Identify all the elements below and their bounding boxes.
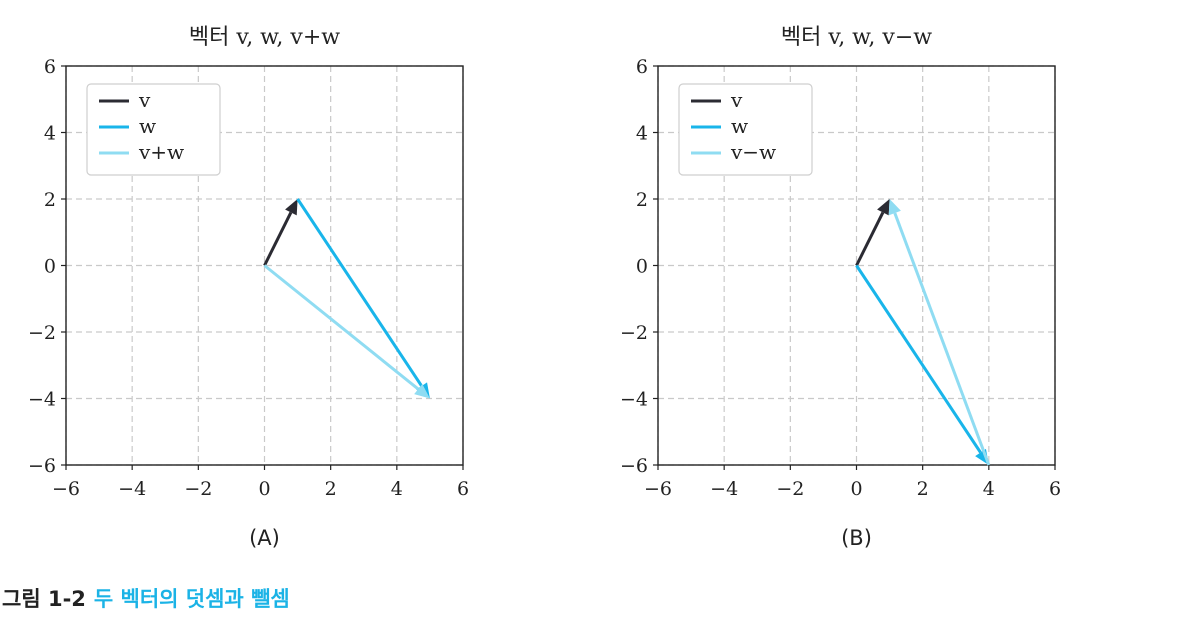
vector-shaft: [855, 211, 885, 267]
vector-arrowhead: [285, 199, 298, 216]
y-tick-label: 6: [636, 56, 648, 78]
caption-text: 두 벡터의 덧셈과 뺄셈: [93, 587, 290, 611]
vector-shaft: [263, 211, 293, 267]
vector-shaft: [263, 264, 420, 391]
x-tick-label: −2: [184, 478, 212, 500]
chart-title: 벡터 v, w, v+w: [189, 25, 340, 50]
vector-v: [855, 199, 890, 267]
x-tick-label: 4: [983, 478, 995, 500]
y-tick-label: 0: [636, 256, 648, 278]
y-tick-label: 2: [636, 189, 648, 211]
vector-vw-result: [888, 199, 991, 466]
y-tick-label: 4: [44, 123, 56, 145]
legend-label: v+w: [138, 140, 184, 164]
x-tick-label: −6: [52, 478, 80, 500]
vector-arrowhead: [888, 199, 901, 216]
y-tick-label: −2: [28, 322, 56, 344]
x-tick-label: −4: [710, 478, 738, 500]
vector-shaft: [855, 264, 982, 454]
x-tick-label: 6: [457, 478, 469, 500]
x-tick-label: 2: [917, 478, 929, 500]
vector-vw-result: [263, 264, 430, 399]
y-tick-label: −6: [28, 455, 56, 477]
y-tick-label: −2: [620, 322, 648, 344]
y-tick-label: 6: [44, 56, 56, 78]
chart-title: 벡터 v, w, v−w: [781, 25, 932, 50]
vector-w: [855, 264, 989, 465]
chart-panel-a: −6 −4 −2 0 2 4 6 −6 −4 −2 0 2 4 6 벡터 v, w, v+w (A) vwv+w: [28, 25, 469, 550]
vector-shaft: [296, 198, 423, 387]
y-tick-label: 0: [44, 256, 56, 278]
legend: vwv−w: [678, 83, 813, 176]
x-tick-label: 2: [325, 478, 337, 500]
x-tick-label: 4: [391, 478, 403, 500]
vector-arrowhead: [414, 384, 430, 399]
legend-label: v: [138, 88, 151, 112]
x-tick-label: 0: [258, 478, 270, 500]
legend-label: v−w: [730, 140, 776, 164]
panel-label: (B): [841, 526, 872, 550]
vector-w: [296, 198, 430, 399]
panel-label: (A): [249, 526, 280, 550]
x-tick-label: −4: [118, 478, 146, 500]
y-tick-label: 2: [44, 189, 56, 211]
y-tick-label: −4: [28, 389, 56, 411]
figure-caption: 그림 1-2 두 벡터의 덧셈과 뺄셈: [2, 583, 290, 613]
x-tick-label: 6: [1049, 478, 1061, 500]
legend: vwv+w: [86, 83, 221, 176]
vector-arrowhead: [877, 199, 890, 216]
legend-label: v: [730, 88, 743, 112]
chart-panel-b: −6 −4 −2 0 2 4 6 −6 −4 −2 0 2 4 6 벡터 v, w, v−w (B) vwv−w: [620, 25, 1061, 550]
vector-shaft: [893, 212, 991, 466]
y-tick-label: −6: [620, 455, 648, 477]
vector-v: [263, 199, 298, 267]
caption-label: 그림 1-2: [2, 587, 86, 611]
legend-label: w: [139, 114, 156, 138]
x-tick-label: −2: [776, 478, 804, 500]
y-tick-label: 4: [636, 123, 648, 145]
y-tick-label: −4: [620, 389, 648, 411]
legend-label: w: [731, 114, 748, 138]
x-tick-label: −6: [644, 478, 672, 500]
x-tick-label: 0: [850, 478, 862, 500]
